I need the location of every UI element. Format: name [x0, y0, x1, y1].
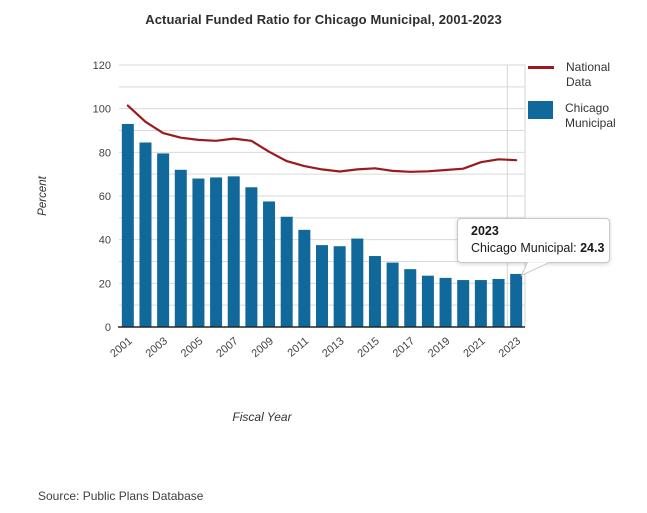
x-tick-2009: 2009 [250, 335, 276, 360]
bar-2001[interactable] [121, 123, 134, 327]
y-tick-20: 20 [99, 278, 111, 290]
bar-2008[interactable] [245, 187, 258, 327]
bar-2018[interactable] [421, 275, 434, 327]
bar-2011[interactable] [298, 229, 311, 327]
bar-2017[interactable] [404, 269, 417, 327]
bar-2023[interactable] [510, 273, 523, 327]
x-tick-2015: 2015 [355, 335, 381, 360]
legend-label-chicago-municipal: Chicago Municipal [565, 101, 616, 130]
x-tick-2003: 2003 [144, 335, 170, 360]
y-axis-title: Percent [37, 175, 49, 215]
bar-2019[interactable] [439, 277, 452, 327]
x-axis-title: Fiscal Year [232, 410, 292, 424]
bar-2015[interactable] [368, 256, 381, 327]
x-tick-2021: 2021 [461, 335, 487, 360]
y-tick-120: 120 [93, 60, 111, 72]
legend-label-national-data: National Data [566, 60, 611, 89]
tooltip-separator: : [573, 241, 581, 255]
bar-2014[interactable] [351, 238, 364, 327]
national-data-line-swatch [528, 66, 554, 69]
bar-2002[interactable] [139, 142, 152, 327]
bar-2007[interactable] [227, 176, 240, 327]
tooltip: 2023 Chicago Municipal: 24.3 [457, 218, 610, 263]
tooltip-series-label: Chicago Municipal [471, 241, 574, 255]
x-tick-2013: 2013 [320, 335, 346, 360]
x-tick-2001: 2001 [108, 335, 134, 360]
x-tick-2007: 2007 [214, 335, 240, 360]
x-tick-2011: 2011 [285, 335, 311, 359]
legend-item-chicago-municipal[interactable]: Chicago Municipal [528, 101, 638, 131]
x-tick-2023: 2023 [497, 335, 523, 360]
tooltip-value-row: Chicago Municipal: 24.3 [471, 241, 609, 255]
bar-2022[interactable] [492, 278, 505, 327]
tooltip-year: 2023 [471, 224, 499, 238]
bar-2009[interactable] [263, 201, 276, 327]
legend-item-national-data[interactable]: National Data [528, 60, 638, 90]
source-note: Source: Public Plans Database [38, 489, 204, 503]
y-tick-0: 0 [105, 322, 111, 334]
bar-2005[interactable] [192, 178, 205, 327]
y-tick-60: 60 [99, 191, 111, 203]
chicago-municipal-bar-swatch [528, 101, 553, 119]
bar-2003[interactable] [157, 153, 170, 327]
bar-2012[interactable] [316, 245, 328, 327]
tooltip-value: 24.3 [580, 241, 605, 255]
national-data-line[interactable] [126, 104, 518, 173]
y-tick-80: 80 [99, 147, 111, 159]
x-tick-2017: 2017 [391, 335, 417, 360]
bar-2010[interactable] [280, 216, 293, 327]
chart-title: Actuarial Funded Ratio for Chicago Munic… [145, 12, 502, 27]
bar-2013[interactable] [333, 246, 346, 327]
x-tick-2019: 2019 [426, 335, 452, 360]
x-tick-2005: 2005 [179, 335, 205, 360]
bar-2006[interactable] [210, 177, 223, 327]
bar-2021[interactable] [474, 280, 487, 327]
legend: National Data Chicago Municipal [528, 60, 638, 142]
tooltip-pointer [520, 261, 550, 277]
bar-2020[interactable] [457, 280, 470, 327]
bar-2004[interactable] [174, 169, 187, 327]
y-tick-100: 100 [93, 104, 111, 116]
y-tick-40: 40 [99, 235, 111, 247]
bar-2016[interactable] [386, 262, 399, 327]
tooltip-pointer-shape [520, 261, 550, 277]
